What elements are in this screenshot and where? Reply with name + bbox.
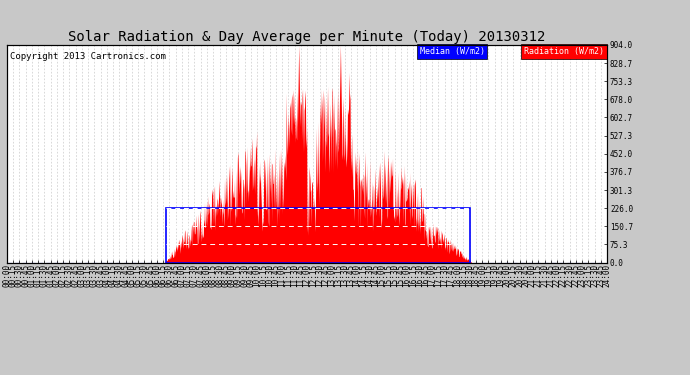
Title: Solar Radiation & Day Average per Minute (Today) 20130312: Solar Radiation & Day Average per Minute… <box>68 30 546 44</box>
Text: Median (W/m2): Median (W/m2) <box>420 47 485 56</box>
Text: Radiation (W/m2): Radiation (W/m2) <box>524 47 604 56</box>
Bar <box>166 208 470 262</box>
Text: Copyright 2013 Cartronics.com: Copyright 2013 Cartronics.com <box>10 51 166 60</box>
